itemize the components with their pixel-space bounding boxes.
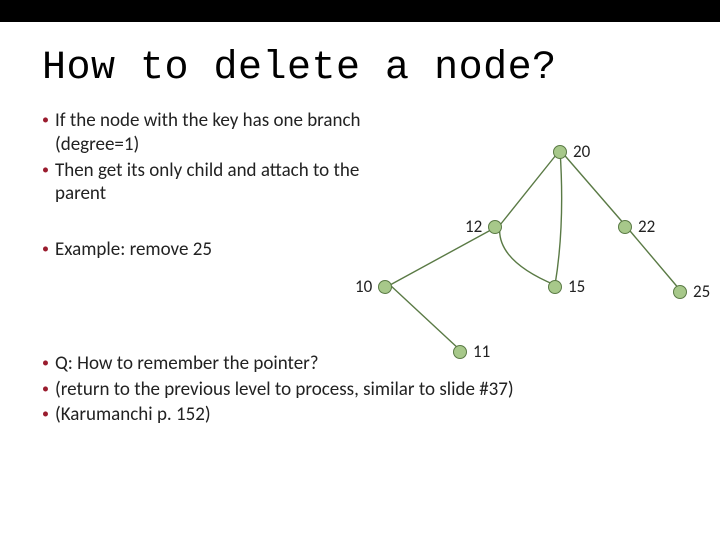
bullet-dot-icon: • (42, 378, 55, 402)
bullet-item: • Then get its only child and attach to … (42, 159, 412, 207)
slide-body: • If the node with the key has one branc… (42, 109, 678, 427)
bullet-item: • If the node with the key has one branc… (42, 109, 412, 157)
bullet-text: Q: How to remember the pointer? (55, 352, 319, 376)
bullet-item: • (return to the previous level to proce… (42, 378, 662, 402)
bullets-top: • If the node with the key has one branc… (42, 109, 412, 206)
bullets-bottom: • Q: How to remember the pointer? • (ret… (42, 352, 662, 427)
slide: How to delete a node? • If the node with… (0, 0, 720, 540)
bullet-text: (return to the previous level to process… (55, 378, 514, 402)
bullet-dot-icon: • (42, 109, 55, 157)
bullet-text: (Karumanchi p. 152) (55, 403, 211, 427)
bullet-dot-icon: • (42, 403, 55, 427)
bullet-text: Then get its only child and attach to th… (55, 159, 412, 207)
top-bar (0, 0, 720, 22)
bullet-text: Example: remove 25 (55, 238, 212, 262)
bullet-dot-icon: • (42, 352, 55, 376)
bullets-example: • Example: remove 25 (42, 238, 412, 262)
slide-title: How to delete a node? (42, 46, 678, 91)
bullet-item: • (Karumanchi p. 152) (42, 403, 662, 427)
bullet-dot-icon: • (42, 159, 55, 207)
bullet-item: • Example: remove 25 (42, 238, 412, 262)
bullet-item: • Q: How to remember the pointer? (42, 352, 662, 376)
bullet-dot-icon: • (42, 238, 55, 262)
bullet-text: If the node with the key has one branch … (55, 109, 412, 157)
